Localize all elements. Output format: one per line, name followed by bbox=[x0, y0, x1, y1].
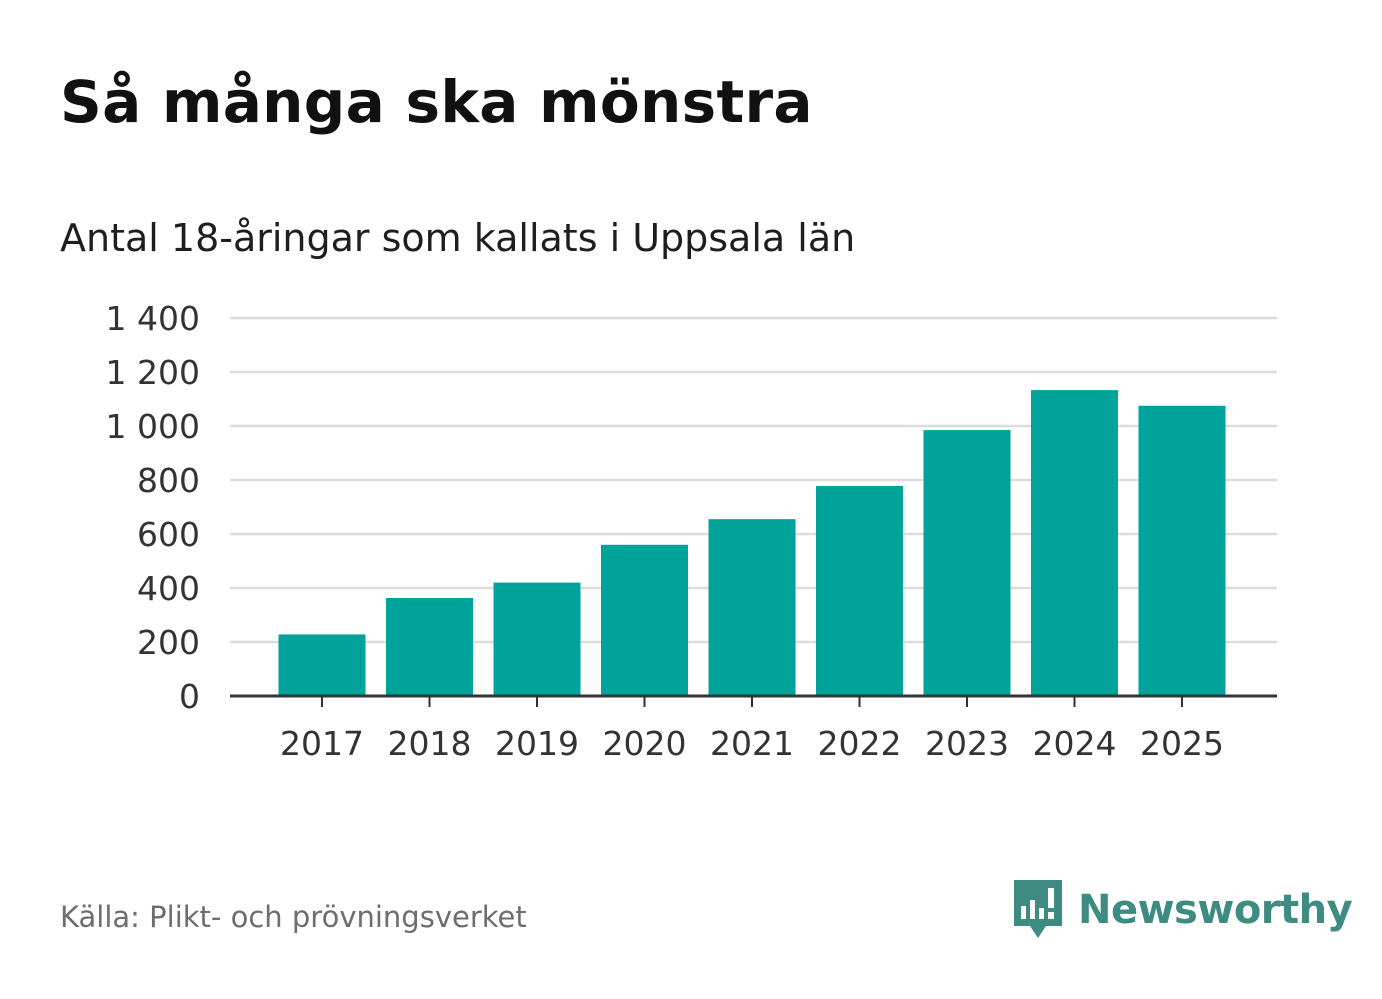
chart-subtitle: Antal 18-åringar som kallats i Uppsala l… bbox=[60, 216, 856, 260]
bar bbox=[493, 582, 581, 696]
bar bbox=[923, 430, 1011, 696]
x-tick-label: 2025 bbox=[1140, 724, 1224, 763]
bar bbox=[1138, 405, 1226, 696]
bar bbox=[386, 597, 473, 696]
brand-name: Newsworthy bbox=[1078, 887, 1353, 933]
bar bbox=[816, 485, 903, 696]
bar bbox=[601, 544, 688, 696]
bar bbox=[1031, 390, 1118, 696]
y-tick-label: 800 bbox=[137, 461, 200, 500]
y-tick-label: 1 200 bbox=[106, 353, 200, 392]
brand-logo[interactable]: Newsworthy bbox=[1012, 878, 1353, 942]
source-note: Källa: Plikt- och prövningsverket bbox=[60, 900, 527, 934]
y-tick-label: 0 bbox=[179, 677, 200, 716]
x-tick-label: 2019 bbox=[495, 724, 579, 763]
y-tick-label: 1 000 bbox=[106, 407, 200, 446]
y-tick-label: 1 400 bbox=[106, 299, 200, 338]
bar bbox=[708, 519, 796, 696]
newsworthy-logo-icon bbox=[1014, 880, 1062, 938]
x-tick-label: 2020 bbox=[603, 724, 687, 763]
x-tick-label: 2018 bbox=[388, 724, 472, 763]
chart-title: Så många ska mönstra bbox=[60, 68, 813, 136]
y-tick-label: 400 bbox=[137, 569, 200, 608]
y-tick-label: 200 bbox=[137, 623, 200, 662]
bar bbox=[278, 634, 366, 696]
x-tick-label: 2022 bbox=[818, 724, 902, 763]
x-tick-label: 2023 bbox=[925, 724, 1009, 763]
x-tick-label: 2017 bbox=[280, 724, 364, 763]
x-tick-label: 2021 bbox=[710, 724, 794, 763]
x-tick-label: 2024 bbox=[1033, 724, 1117, 763]
y-tick-label: 600 bbox=[137, 515, 200, 554]
